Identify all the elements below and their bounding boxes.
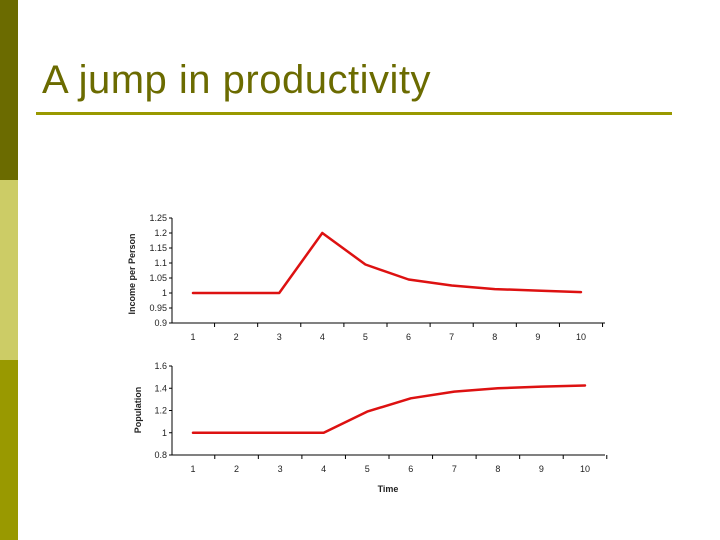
y-tick-label: 1.6 (154, 361, 167, 371)
x-tick-label: 1 (190, 464, 195, 474)
x-tick-label: 4 (320, 332, 325, 342)
title-underline (36, 112, 672, 115)
x-tick-label: 6 (408, 464, 413, 474)
y-tick-label: 0.95 (149, 303, 167, 313)
y-tick-label: 1.4 (154, 383, 167, 393)
x-tick-label: 9 (535, 332, 540, 342)
y-tick-label: 1.2 (154, 406, 167, 416)
series-line (191, 231, 583, 295)
x-tick-label: 10 (580, 464, 590, 474)
x-tick-label: 2 (234, 332, 239, 342)
slide-title: A jump in productivity (42, 58, 431, 102)
x-tick-label: 2 (234, 464, 239, 474)
series-line (191, 384, 587, 435)
x-tick-label: 8 (495, 464, 500, 474)
x-axis-title: Time (378, 484, 399, 494)
y-tick-label: 1 (162, 288, 167, 298)
y-axis-title: Population (133, 387, 143, 434)
x-tick-label: 5 (363, 332, 368, 342)
x-tick-label: 1 (190, 332, 195, 342)
y-tick-label: 1 (162, 428, 167, 438)
y-tick-label: 1.15 (149, 243, 167, 253)
y-tick-label: 1.05 (149, 273, 167, 283)
y-tick-label: 1.2 (154, 228, 167, 238)
x-tick-label: 4 (321, 464, 326, 474)
y-tick-label: 1.25 (149, 213, 167, 223)
x-tick-label: 6 (406, 332, 411, 342)
sidebar-bottom-segment (0, 360, 18, 540)
x-tick-label: 5 (365, 464, 370, 474)
x-tick-label: 7 (449, 332, 454, 342)
population-chart: 0.8 1 1.2 1.4 1.6 1 2 3 4 5 6 7 8 9 10 Population Time (133, 361, 608, 494)
x-tick-label: 3 (278, 464, 283, 474)
y-tick-label: 0.9 (154, 318, 167, 328)
sidebar-middle-segment (0, 180, 18, 360)
x-tick-label: 3 (277, 332, 282, 342)
y-tick-label: 1.1 (154, 258, 167, 268)
x-tick-label: 8 (492, 332, 497, 342)
x-tick-label: 10 (576, 332, 586, 342)
sidebar-top-segment (0, 0, 18, 180)
y-axis-title: Income per Person (127, 233, 137, 314)
x-tick-label: 7 (452, 464, 457, 474)
income-chart: 0.9 0.95 1 1.05 1.1 1.15 1.2 1.25 1 2 3 4 5 6 7 8 9 10 Inc… (127, 213, 605, 342)
y-tick-label: 0.8 (154, 450, 167, 460)
x-tick-label: 9 (539, 464, 544, 474)
